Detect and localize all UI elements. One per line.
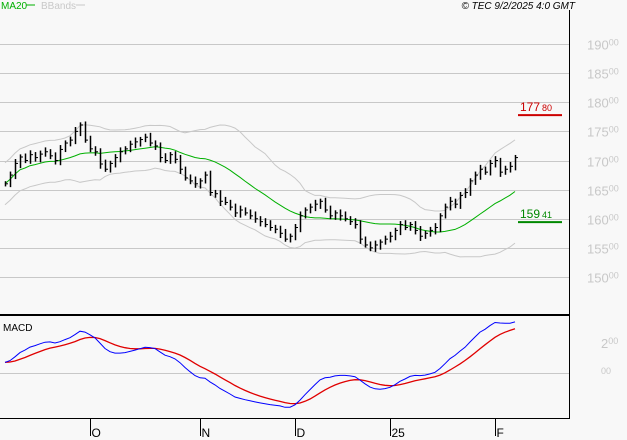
resistance-label: 177 80 [520, 100, 552, 114]
copyright-timestamp: © TEC 9/2/2025 4:0 GMT [461, 1, 575, 12]
x-tick-label: D [297, 426, 306, 440]
y-tick-label: 17000 [587, 155, 619, 170]
y-tick-label: 16000 [587, 213, 619, 228]
price-bars [4, 121, 518, 252]
macd-title: MACD [3, 323, 32, 334]
macd-tick-label: 00 [601, 366, 611, 376]
legend-bbands: BBands [41, 1, 76, 12]
price-axis-labels: 19000 18500 18000 17500 17000 16500 16000 15500… [587, 38, 619, 286]
x-tick-label: 25 [392, 426, 406, 440]
y-tick-label: 15500 [587, 242, 619, 257]
price-levels: 177 80 159 41 [518, 100, 562, 224]
support-label: 159 41 [520, 207, 552, 221]
bbands-layer [4, 124, 516, 258]
legend-ma20: MA20 [1, 1, 28, 12]
x-tick-label: O [92, 426, 101, 440]
y-tick-label: 18000 [587, 96, 619, 111]
bband-upper [4, 124, 516, 212]
macd-panel: 200 00 [0, 321, 618, 408]
y-tick-label: 17500 [587, 125, 619, 140]
time-axis: O N D 25 F [90, 419, 504, 440]
bband-lower [4, 167, 516, 258]
macd-tick-label: 200 [601, 336, 618, 351]
macd-line [4, 321, 516, 408]
price-gridlines [0, 44, 569, 278]
y-tick-label: 16500 [587, 184, 619, 199]
x-tick-label: F [497, 426, 504, 440]
y-tick-label: 19000 [587, 38, 619, 53]
x-tick-label: N [202, 426, 211, 440]
y-tick-label: 15000 [587, 271, 619, 286]
y-tick-label: 18500 [587, 67, 619, 82]
macd-signal-line [4, 328, 516, 405]
